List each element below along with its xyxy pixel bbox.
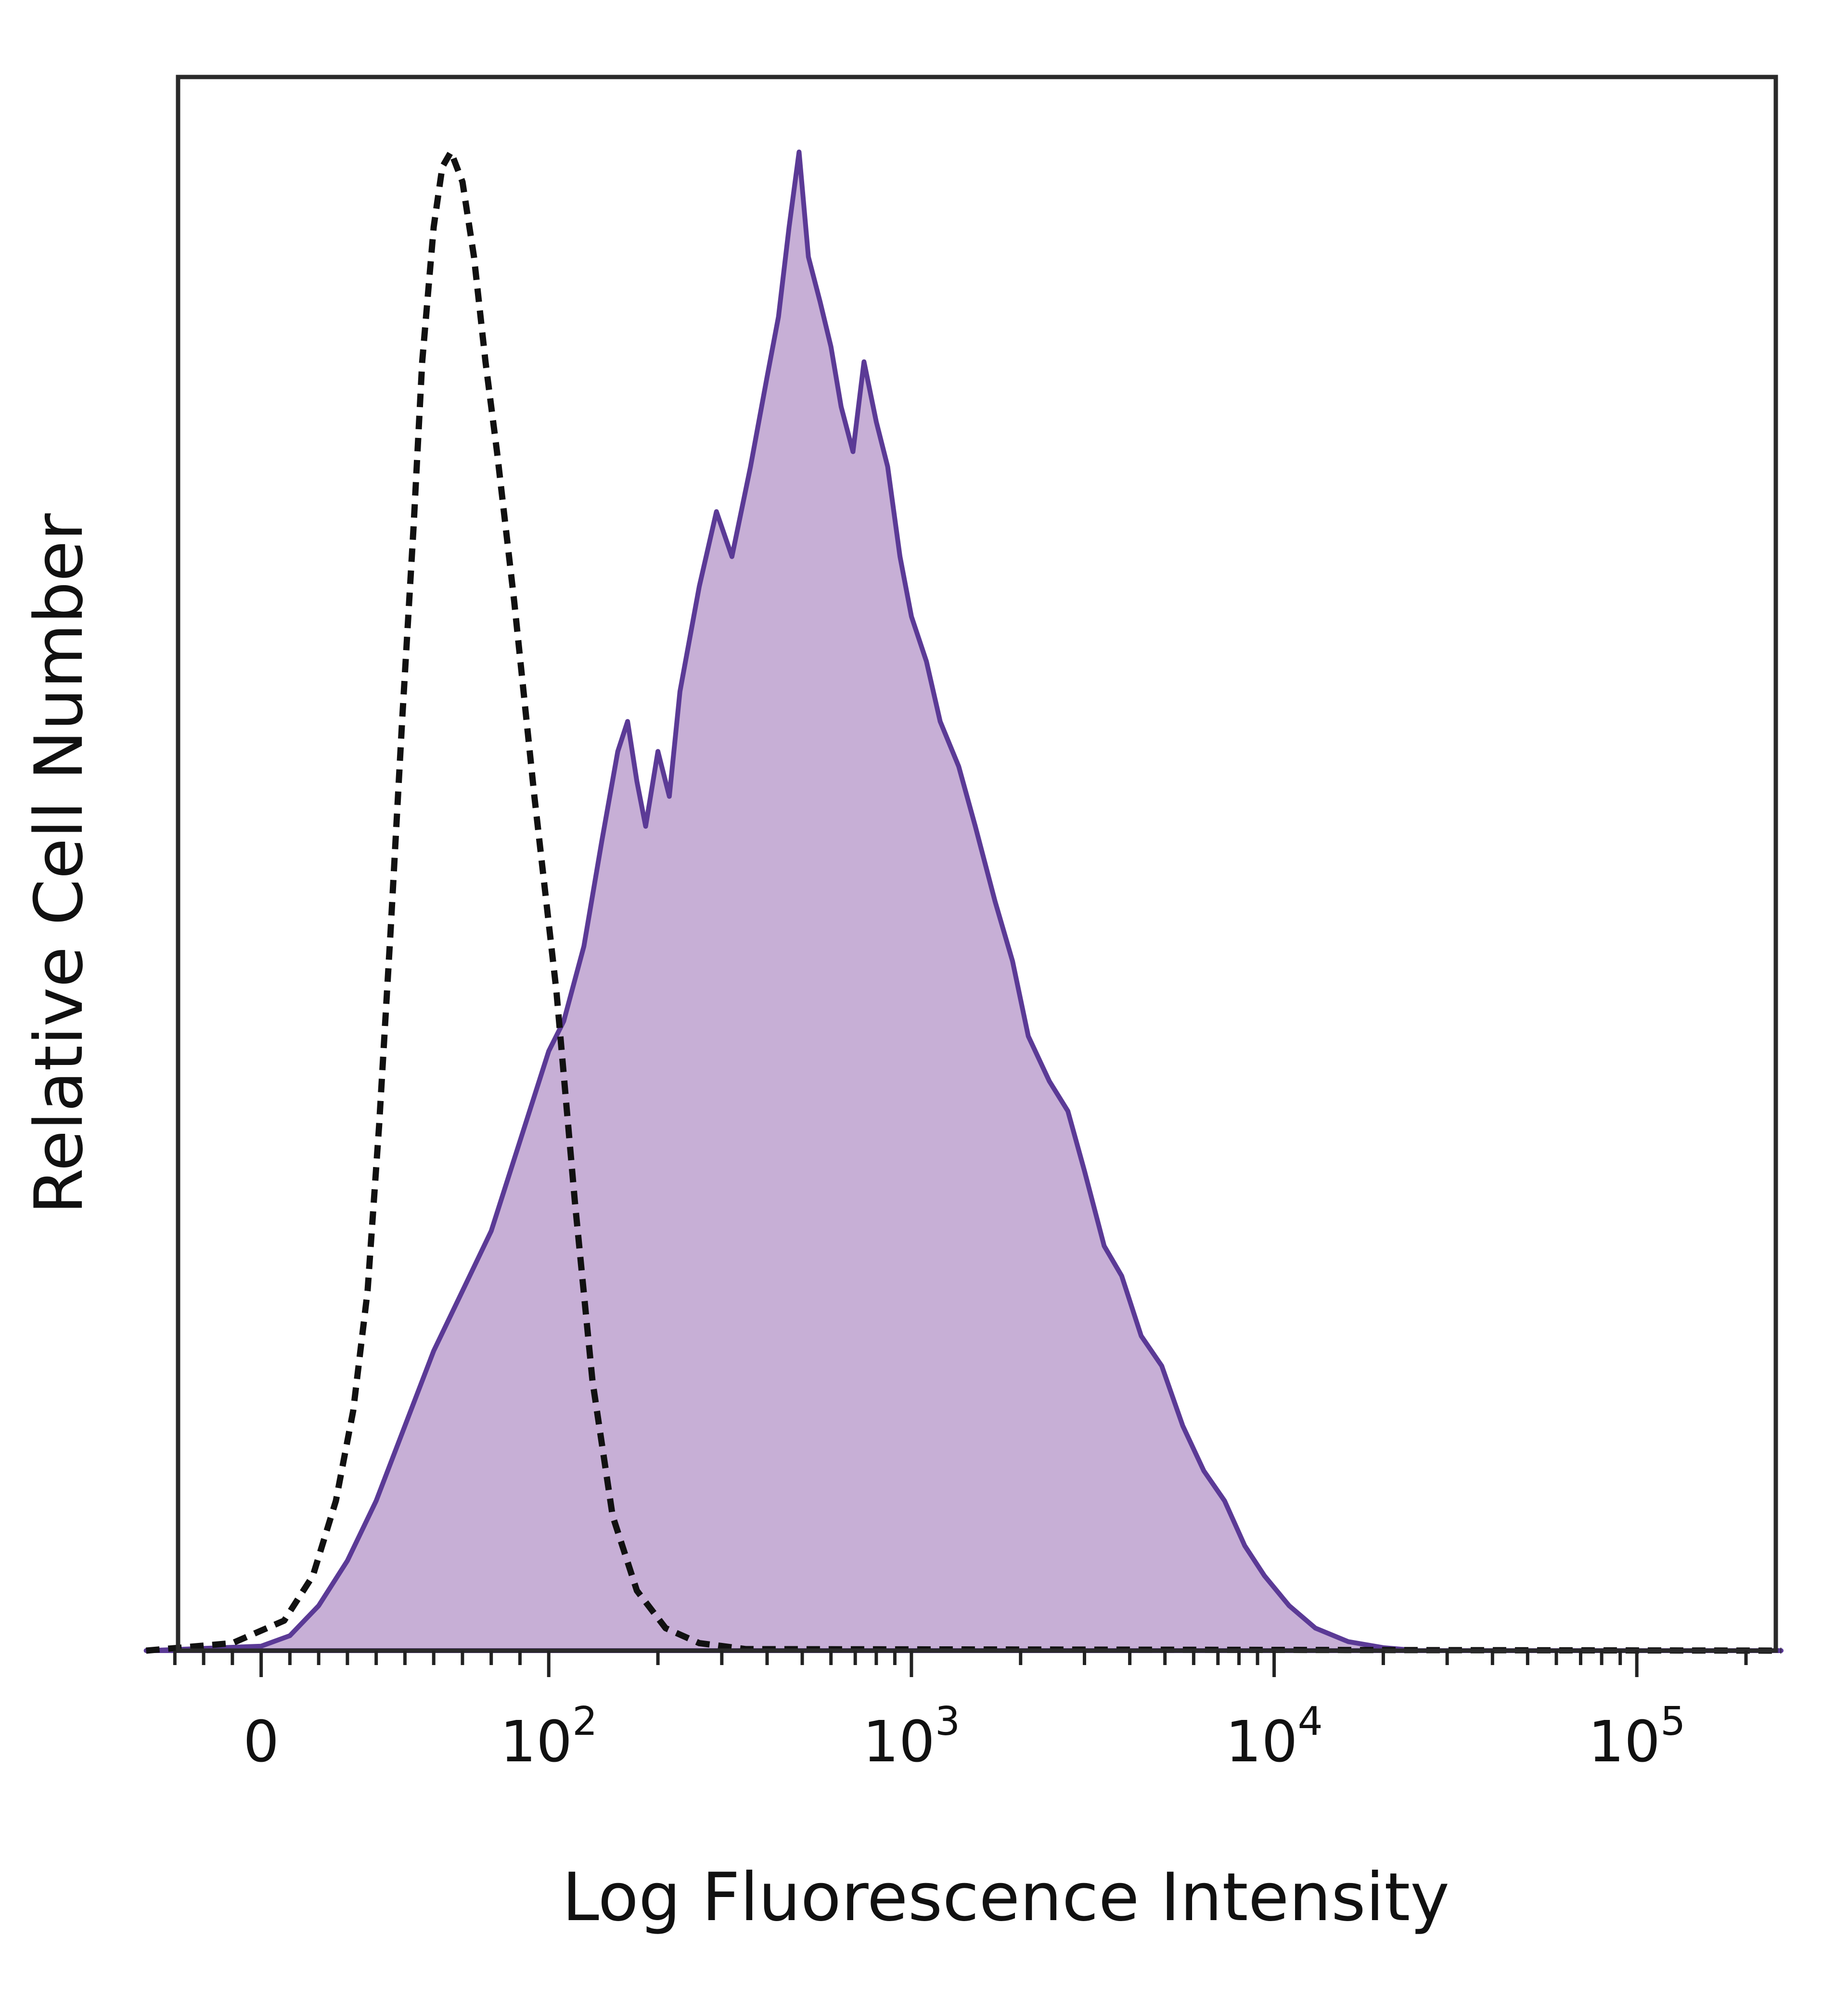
- plot-frame: [176, 75, 1778, 1653]
- x-axis-title: Log Fluorescence Intensity: [562, 1859, 1450, 1936]
- series-layer: [143, 149, 1784, 1654]
- x-axis-ticks: [173, 1651, 1748, 1677]
- x-tick-label: 0: [243, 1708, 279, 1775]
- x-tick-label: 105: [1588, 1699, 1685, 1775]
- control-histogram: [146, 149, 1782, 1654]
- y-axis-title: Relative Cell Number: [20, 513, 98, 1214]
- x-tick-label: 103: [863, 1699, 960, 1775]
- x-axis-tick-labels: 0 102 103 104 105: [243, 1699, 1685, 1775]
- x-tick-label: 102: [500, 1699, 597, 1775]
- x-tick-label: 104: [1225, 1699, 1322, 1775]
- stained-histogram: [143, 149, 1784, 1653]
